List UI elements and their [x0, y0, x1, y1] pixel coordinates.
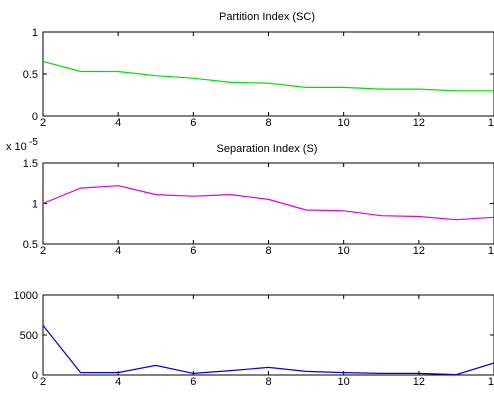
plot-area — [42, 31, 494, 117]
x-tick-label: 2 — [40, 117, 46, 129]
x-tick-label: 4 — [115, 245, 121, 257]
x-tick-label: 14 — [488, 117, 494, 129]
x-tick-label: 14 — [488, 245, 494, 257]
y-multiplier-base: x 10 — [6, 141, 27, 153]
plot-area — [42, 162, 494, 245]
series-line — [42, 325, 494, 376]
x-tick-label: 12 — [413, 245, 425, 257]
x-tick-label: 14 — [488, 376, 494, 388]
panel-bottom: 2 4 6 8 10 12 14 0 500 1000 — [14, 290, 494, 388]
y-ticks: 00.51 — [23, 27, 494, 123]
x-tick-label: 2 — [40, 245, 46, 257]
x-tick-label: 12 — [413, 117, 425, 129]
y-tick-label: 1000 — [14, 290, 38, 302]
x-tick-label: 12 — [413, 376, 425, 388]
x-tick-label: 6 — [190, 117, 196, 129]
y-ticks: 0 500 1000 — [14, 290, 494, 382]
y-tick-label: 0 — [32, 370, 38, 382]
x-tick-label: 10 — [338, 117, 350, 129]
panel-separation-index: Separation Index (S) x 10 -5 2468101214 … — [6, 137, 494, 257]
x-tick-label: 2 — [40, 376, 46, 388]
x-tick-label: 10 — [338, 376, 350, 388]
x-ticks: 2 4 6 8 10 12 14 — [40, 295, 494, 388]
chart-title: Partition Index (SC) — [219, 11, 315, 23]
x-ticks: 2 4 6 8 10 12 14 — [40, 32, 494, 129]
x-ticks: 2 4 6 8 10 12 14 — [40, 163, 494, 257]
x-tick-label: 8 — [265, 117, 271, 129]
x-tick-label: 8 — [265, 245, 271, 257]
y-tick-label: 0.5 — [23, 239, 38, 251]
y-tick-label: 1 — [32, 27, 38, 39]
series-line — [42, 60, 494, 92]
y-multiplier-exponent: -5 — [29, 137, 38, 148]
chart-title: Separation Index (S) — [217, 143, 318, 155]
x-tick-label: 10 — [338, 245, 350, 257]
x-tick-label: 6 — [190, 245, 196, 257]
x-tick-label: 4 — [115, 376, 121, 388]
y-tick-label: 0.5 — [23, 69, 38, 81]
series-line — [42, 185, 494, 221]
y-tick-label: 1 — [32, 199, 38, 211]
x-tick-label: 8 — [265, 376, 271, 388]
y-tick-label: 500 — [20, 330, 38, 342]
y-tick-label: 0 — [32, 111, 38, 123]
x-tick-label: 6 — [190, 376, 196, 388]
panel-partition-index: Partition Index (SC) 2468101214 00.51 — [23, 11, 494, 129]
y-tick-label: 1.5 — [23, 158, 38, 170]
plot-area — [42, 294, 494, 376]
x-tick-label: 4 — [115, 117, 121, 129]
y-ticks: 0.5 1 1.5 — [23, 158, 494, 251]
